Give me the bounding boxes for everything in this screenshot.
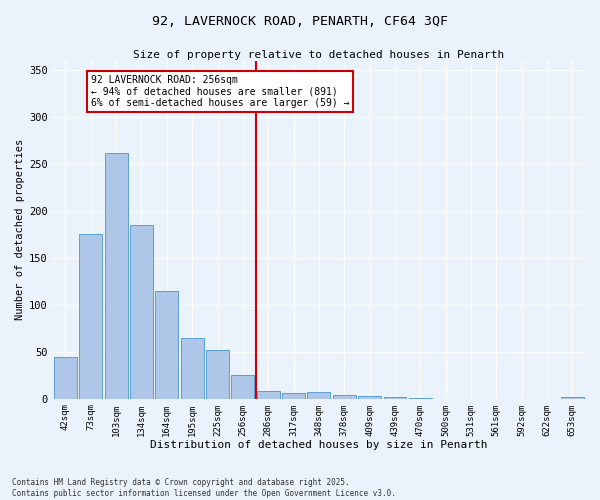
Y-axis label: Number of detached properties: Number of detached properties <box>15 139 25 320</box>
Bar <box>561 397 584 398</box>
Bar <box>257 391 280 398</box>
Bar <box>383 397 406 398</box>
Text: Contains HM Land Registry data © Crown copyright and database right 2025.
Contai: Contains HM Land Registry data © Crown c… <box>12 478 396 498</box>
Bar <box>307 392 330 398</box>
Bar <box>282 393 305 398</box>
Bar <box>105 153 128 398</box>
Bar <box>54 358 77 399</box>
Bar <box>333 395 356 398</box>
Bar <box>206 350 229 399</box>
Bar <box>181 338 203 398</box>
Title: Size of property relative to detached houses in Penarth: Size of property relative to detached ho… <box>133 50 505 60</box>
Bar <box>130 225 153 398</box>
Bar <box>155 291 178 399</box>
Text: 92, LAVERNOCK ROAD, PENARTH, CF64 3QF: 92, LAVERNOCK ROAD, PENARTH, CF64 3QF <box>152 15 448 28</box>
Text: 92 LAVERNOCK ROAD: 256sqm
← 94% of detached houses are smaller (891)
6% of semi-: 92 LAVERNOCK ROAD: 256sqm ← 94% of detac… <box>91 75 349 108</box>
Bar <box>358 396 381 398</box>
Bar <box>232 376 254 398</box>
X-axis label: Distribution of detached houses by size in Penarth: Distribution of detached houses by size … <box>150 440 488 450</box>
Bar <box>79 234 102 398</box>
